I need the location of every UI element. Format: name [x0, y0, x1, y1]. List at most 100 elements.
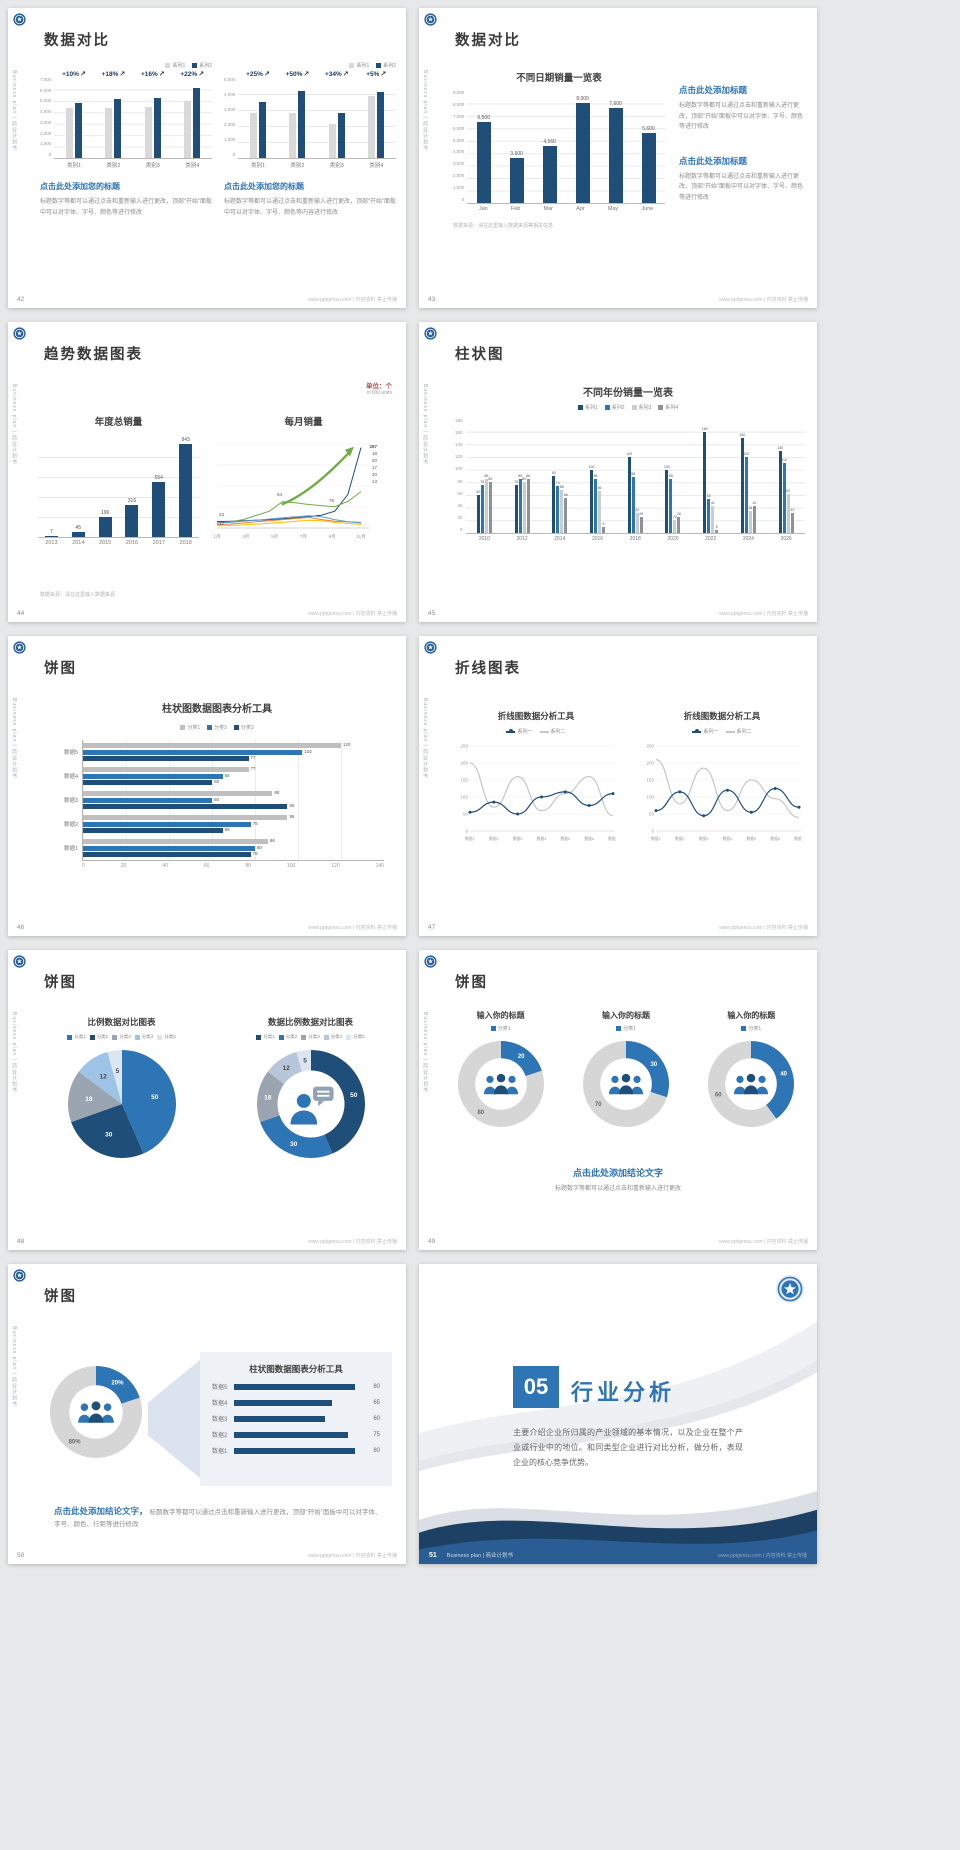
people-icon — [75, 1396, 118, 1428]
svg-text:287: 287 — [370, 444, 378, 449]
legend-label: 分类3 — [308, 1034, 320, 1039]
legend-swatch — [89, 1034, 95, 1040]
cta-title: 点击此处添加您的标题 — [40, 182, 120, 191]
svg-text:40: 40 — [781, 1071, 788, 1077]
chart-panel: 系列1 系列2 7,000 6,000 5,000 4,000 3,000 2,000 1,… — [40, 62, 212, 218]
bar — [480, 485, 484, 533]
svg-text:94: 94 — [277, 492, 283, 497]
legend-line-swatch — [725, 730, 735, 733]
bar-value: 60 — [373, 1415, 380, 1422]
sidebar-vertical-text: Business plan | 商业计划书 — [422, 70, 428, 152]
plot-area: 6,500 3,600 4,560 8,000 7,600 5,600 — [467, 92, 665, 204]
legend-label: 分类1 — [74, 1034, 86, 1039]
legend-label: 分类4 — [141, 1034, 154, 1039]
legend-swatch — [157, 1034, 163, 1040]
plot-area: 60 75 85 80 75 85 80 86 90 74 68 56 100 85 66 9 120 88 32 2… — [465, 420, 805, 534]
legend-swatch — [165, 63, 171, 68]
body-text: 标题数字等都可以通过点击和重新输入进行更改，顶部“开始”面板中可以对字体、字号、… — [54, 1509, 382, 1529]
slide-title: 柱状图 — [455, 347, 505, 363]
legend-label: 系列一 — [517, 729, 533, 735]
svg-text:数据3: 数据3 — [513, 836, 523, 841]
bar — [83, 815, 288, 820]
bar — [786, 494, 790, 533]
body-text: 标题数字等都可以通过点击和重新输入进行更改，顶部“开始”面板中可以对字体、字号、… — [679, 173, 803, 201]
pie-chart-svg: 30 70 — [582, 1041, 669, 1127]
unit-sublabel: in'000 units — [366, 390, 392, 396]
conclusion-text: 点击此处添加结论文字， 标题数字等都可以通过点击和重新输入进行更改，顶部“开始”面… — [54, 1504, 382, 1531]
text-block: 点击此处添加标题 标题数字等都可以通过点击和重新输入进行更改，顶部“开始”面板中… — [679, 84, 807, 133]
slide-43: Business plan | 商业计划书 数据对比 不同日期销量一览表 9,0… — [419, 8, 817, 308]
line-chart: 250 200 150 100 50 0 数据1 数据2 数据3 数据4 数据5 数据6 数据7 — [642, 742, 802, 842]
people-icon — [605, 1069, 646, 1100]
pie-chart: 50 30 18 12 5 — [67, 1050, 176, 1158]
brand-logo-icon — [13, 327, 26, 340]
bar — [298, 91, 306, 158]
chart-legend: 分类1 — [570, 1025, 681, 1032]
bar — [44, 536, 58, 537]
legend-swatch — [349, 63, 355, 68]
bar — [677, 517, 681, 533]
cta-title: 点击此处添加结论文字， — [54, 1506, 148, 1516]
svg-text:20: 20 — [372, 472, 378, 477]
horizontal-bar-chart: 数据5 数据4 数据3 数据2 数据1 120 102 77 77 65 60 88 60 95 95 78 6… — [58, 740, 384, 869]
legend-swatch — [134, 1034, 140, 1040]
svg-text:数据5: 数据5 — [746, 836, 756, 841]
bar — [476, 122, 491, 203]
percent-annotation: +18%↗ — [101, 71, 126, 78]
pie-slice — [67, 1071, 122, 1123]
bar-label: 数据2 — [212, 1433, 228, 1439]
legend-label: 分类1 — [187, 725, 201, 731]
bar — [83, 804, 288, 809]
svg-text:76: 76 — [329, 498, 335, 503]
page-number: 45 — [428, 610, 436, 617]
legend-label: 分类2 — [214, 725, 227, 731]
chart-legend: 分类1 分类2 分类3 — [38, 724, 396, 731]
slide-44: Business plan | 商业计划书 趋势数据图表 单位：个 in'000… — [8, 322, 406, 622]
percent-annotation: +5%↗ — [366, 71, 387, 78]
svg-text:数据4: 数据4 — [537, 836, 547, 841]
swoosh-decoration — [419, 1321, 817, 1472]
slide-title: 饼图 — [455, 975, 488, 991]
svg-text:12: 12 — [99, 1073, 107, 1080]
legend-swatch — [577, 405, 583, 410]
bar-label: 数据1 — [212, 1449, 228, 1455]
bar — [748, 511, 752, 533]
percent-annotation: +25%↗ — [246, 71, 270, 78]
svg-text:0: 0 — [465, 829, 468, 834]
legend-label: 分类2 — [96, 1034, 109, 1039]
svg-text:17: 17 — [219, 521, 225, 526]
text-column: 点击此处添加标题 标题数字等都可以通过点击和重新输入进行更改，顶部“开始”面板中… — [679, 70, 807, 229]
svg-text:30: 30 — [289, 1141, 297, 1148]
slide-47: Business plan | 商业计划书 折线图表 折线图数据分析工具 系列一… — [419, 636, 817, 936]
chart-panel: 柱状图数据图表分析工具 数据5 80 数据4 65 数据3 60 数据2 75 数据1 80 — [200, 1352, 392, 1486]
bar — [83, 797, 213, 803]
svg-text:20: 20 — [372, 458, 378, 463]
pie-slice — [106, 1050, 122, 1104]
pie-slice — [70, 1104, 144, 1158]
bar — [782, 463, 786, 533]
svg-text:100: 100 — [460, 795, 468, 800]
bar — [631, 477, 635, 533]
svg-text:0: 0 — [651, 829, 654, 834]
legend-swatch — [346, 1034, 352, 1040]
chart-title: 不同日期销量一览表 — [516, 73, 602, 84]
text-block: 点击此处添加标题 标题数字等都可以通过点击和重新输入进行更改，顶部“开始”面板中… — [679, 155, 807, 204]
svg-text:数据3: 数据3 — [699, 836, 709, 841]
bar — [83, 828, 223, 833]
bar-label: 数据4 — [212, 1401, 228, 1407]
bar — [234, 1383, 356, 1390]
donut-chart: 50 30 18 12 5 — [256, 1050, 365, 1158]
plot-area: +10%↗ +18%↗ +16%↗ +22%↗ — [54, 71, 212, 159]
bar — [83, 852, 251, 857]
sidebar-vertical-text: Business plan | 商业计划书 — [11, 384, 17, 466]
legend-swatch — [616, 1026, 622, 1031]
brand-logo-icon — [424, 641, 437, 654]
svg-text:5月: 5月 — [271, 534, 278, 540]
svg-text:70: 70 — [595, 1102, 602, 1108]
bar — [105, 108, 113, 158]
brand-logo-icon — [775, 1274, 805, 1304]
chart-legend: 系列1 系列2 系列3 系列4 — [449, 404, 807, 411]
bar — [608, 108, 623, 203]
bar — [641, 133, 656, 203]
line-chart-svg: 250 200 150 100 50 0 数据1 数据2 数据3 数据4 数据5 数据6 数据7 — [460, 744, 616, 841]
